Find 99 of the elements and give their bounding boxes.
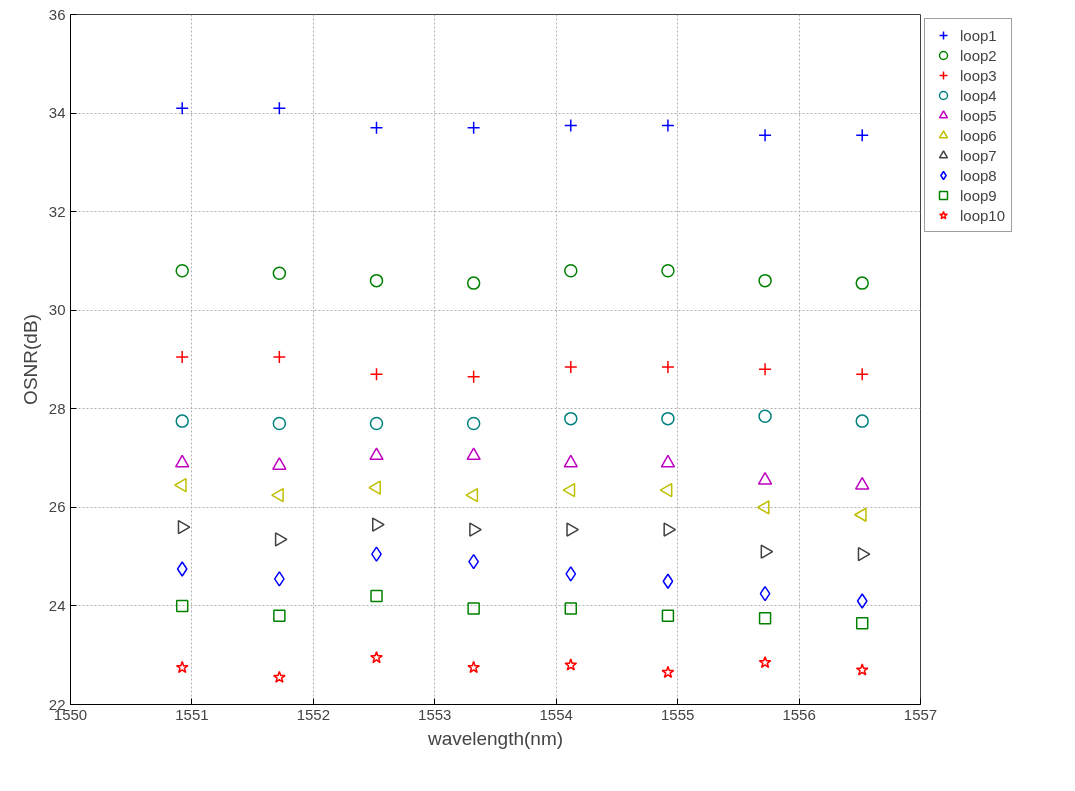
point: [175, 101, 189, 115]
legend-label: loop10: [960, 205, 1006, 225]
legend-label: loop6: [960, 125, 997, 145]
point: [661, 609, 675, 623]
point: [758, 409, 772, 423]
legend-label: loop9: [960, 185, 997, 205]
x-tick-label: 1552: [296, 705, 331, 723]
point: [175, 660, 189, 674]
point: [466, 370, 481, 384]
legend-label: loop5: [960, 105, 997, 125]
point: [757, 471, 773, 485]
point: [175, 264, 189, 278]
point: [369, 273, 384, 288]
point: [758, 655, 772, 669]
point: [465, 487, 479, 503]
legend-label: loop3: [960, 65, 997, 85]
point: [272, 670, 286, 683]
y-tick-label: 36: [48, 5, 66, 23]
point: [855, 414, 869, 428]
point: [564, 264, 578, 278]
point: [175, 414, 189, 428]
point: [855, 128, 869, 142]
point: [466, 447, 481, 461]
point: [563, 454, 579, 468]
legend-label: loop2: [960, 45, 997, 65]
x-tick-label: 1557: [903, 705, 938, 723]
point: [661, 264, 675, 278]
y-tick-label: 26: [48, 498, 66, 516]
point: [562, 482, 576, 498]
point: [855, 663, 869, 676]
point: [175, 599, 189, 613]
point: [564, 658, 578, 671]
point: [370, 589, 383, 603]
point: [564, 602, 578, 615]
point: [469, 522, 482, 537]
point: [856, 593, 868, 609]
point: [177, 519, 191, 535]
point: [564, 360, 578, 374]
y-tick-label: 30: [48, 301, 66, 319]
point: [467, 660, 481, 674]
point: [759, 585, 771, 602]
legend-label: loop4: [960, 85, 997, 105]
point: [274, 532, 288, 547]
point: [369, 416, 384, 431]
x-axis-title: wavelength(nm): [426, 727, 564, 749]
point: [176, 561, 188, 577]
point: [661, 665, 675, 679]
legend-label: loop8: [960, 165, 997, 185]
point: [758, 128, 772, 142]
point: [855, 616, 869, 630]
y-tick-label: 24: [48, 596, 66, 614]
x-tick-label: 1551: [175, 705, 209, 723]
point: [854, 476, 870, 490]
y-axis-title: OSNR(dB): [19, 314, 41, 405]
point: [662, 573, 674, 590]
point: [661, 360, 675, 374]
point: [370, 650, 383, 664]
point: [466, 121, 481, 135]
point: [659, 482, 673, 498]
point: [857, 546, 871, 562]
point: [565, 566, 577, 582]
point: [466, 276, 481, 290]
point: [369, 121, 384, 135]
point: [272, 416, 287, 431]
point: [855, 276, 869, 290]
legend-label: loop1: [960, 25, 997, 45]
x-tick-label: 1556: [782, 705, 816, 723]
point: [661, 118, 675, 133]
point: [467, 602, 480, 615]
point: [369, 447, 384, 461]
point: [272, 457, 287, 470]
point: [369, 367, 384, 382]
point: [660, 454, 676, 468]
x-tick-label: 1553: [418, 705, 452, 723]
x-tick-label: 1554: [539, 705, 573, 723]
y-tick-label: 34: [48, 104, 66, 122]
point: [272, 266, 287, 280]
point: [758, 362, 772, 377]
point: [175, 350, 189, 364]
point: [466, 416, 481, 431]
point: [272, 101, 287, 115]
y-tick-label: 32: [48, 202, 66, 220]
point: [758, 273, 772, 288]
point: [368, 480, 381, 495]
y-tick-label: 28: [48, 399, 66, 417]
legend-label: loop7: [960, 145, 997, 165]
point: [758, 612, 772, 625]
point: [661, 411, 675, 426]
point: [273, 571, 285, 587]
x-tick-label: 1555: [660, 705, 695, 723]
point: [271, 487, 284, 503]
point: [760, 544, 774, 559]
point: [273, 609, 286, 623]
point: [468, 553, 480, 570]
point: [855, 367, 869, 382]
point: [272, 350, 287, 364]
point: [564, 118, 578, 133]
point: [174, 454, 190, 468]
point: [564, 411, 578, 426]
